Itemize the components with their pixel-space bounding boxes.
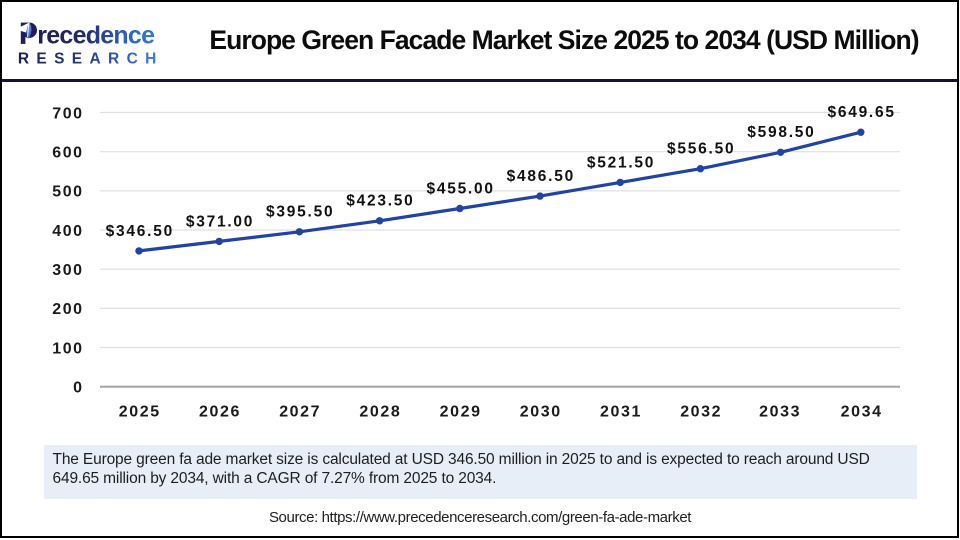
svg-text:600: 600	[52, 145, 83, 162]
svg-text:$521.50: $521.50	[587, 154, 655, 171]
svg-text:$395.50: $395.50	[266, 204, 334, 221]
svg-text:recedence: recedence	[37, 21, 155, 49]
svg-text:100: 100	[52, 340, 83, 357]
svg-text:$556.50: $556.50	[667, 141, 735, 158]
svg-text:2025: 2025	[119, 403, 161, 420]
svg-text:400: 400	[52, 223, 83, 240]
svg-text:RESEARCH: RESEARCH	[18, 51, 164, 68]
svg-text:500: 500	[52, 184, 83, 201]
svg-text:0: 0	[73, 380, 83, 397]
svg-text:2029: 2029	[440, 403, 482, 420]
svg-text:700: 700	[52, 105, 83, 122]
svg-text:$371.00: $371.00	[186, 213, 254, 230]
svg-text:2032: 2032	[680, 403, 722, 420]
svg-text:2030: 2030	[520, 403, 562, 420]
svg-text:$346.50: $346.50	[106, 223, 174, 240]
svg-text:2034: 2034	[841, 403, 883, 420]
svg-text:$649.65: $649.65	[827, 104, 895, 121]
svg-text:$455.00: $455.00	[426, 180, 494, 197]
svg-text:$486.50: $486.50	[507, 168, 575, 185]
svg-text:200: 200	[52, 301, 83, 318]
svg-text:2031: 2031	[600, 403, 642, 420]
svg-text:2027: 2027	[279, 403, 321, 420]
svg-text:$598.50: $598.50	[747, 124, 815, 141]
svg-text:2026: 2026	[199, 403, 241, 420]
svg-text:300: 300	[52, 262, 83, 279]
svg-text:2033: 2033	[759, 403, 801, 420]
svg-text:2028: 2028	[359, 403, 401, 420]
svg-text:$423.50: $423.50	[346, 193, 414, 210]
